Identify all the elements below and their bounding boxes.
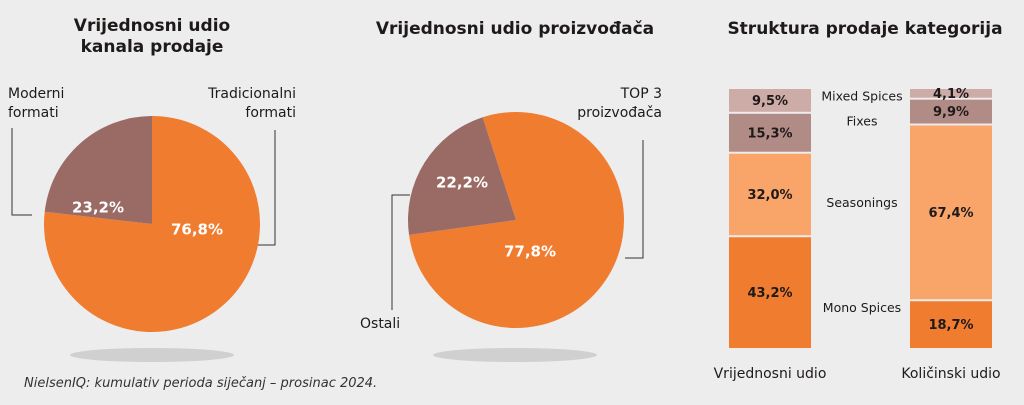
bar-segment: [910, 301, 992, 348]
slice-label: Moderni formati: [8, 86, 65, 121]
value-label: 23,2%: [72, 199, 124, 217]
value-label: 76,8%: [171, 221, 223, 239]
slice-label: TOP 3 proizvođača: [577, 86, 662, 121]
x-tick-label: Vrijednosni udio: [714, 366, 827, 382]
value-label: 9,9%: [933, 105, 969, 120]
legend-label: Mono Spices: [823, 300, 901, 315]
leader-line: [625, 140, 644, 259]
bar-segment: [910, 99, 992, 124]
shadow: [70, 348, 234, 362]
leader-line: [257, 130, 276, 246]
value-label: 22,2%: [436, 174, 488, 192]
pie-slice: [44, 116, 152, 224]
leader-line: [391, 194, 410, 310]
chart-title: Struktura prodaje kategorija: [727, 19, 1003, 39]
bar-segment: [729, 153, 811, 236]
value-label: 18,7%: [928, 318, 973, 333]
value-label: 9,5%: [752, 94, 788, 109]
slice-label: Tradicionalni formati: [208, 86, 296, 121]
bar-segment: [729, 113, 811, 152]
leader-line: [11, 128, 32, 216]
value-label: 43,2%: [747, 286, 792, 301]
value-label: 15,3%: [747, 126, 792, 141]
value-label: 4,1%: [933, 87, 969, 102]
chart-title: Vrijednosni udio proizvođača: [375, 19, 655, 39]
value-label: 32,0%: [747, 188, 792, 203]
bar-segment: [910, 89, 992, 98]
pie-slice: [409, 112, 625, 329]
value-label: 67,4%: [928, 206, 973, 221]
bar-segment: [729, 89, 811, 112]
footnote: NielsenIQ: kumulativ perioda siječanj – …: [24, 376, 378, 391]
shadow: [433, 348, 597, 362]
bar-segment: [910, 125, 992, 300]
slice-label: Ostali: [360, 316, 401, 332]
value-label: 77,8%: [504, 243, 556, 261]
legend-label: Mixed Spices: [821, 88, 902, 103]
x-tick-label: Količinski udio: [901, 366, 1000, 382]
bar-segment: [729, 237, 811, 348]
legend-label: Fixes: [847, 114, 878, 129]
chart-title: Vrijednosni udio kanala prodaje: [73, 16, 231, 57]
pie-slice: [407, 117, 516, 235]
legend-label: Seasonings: [826, 195, 897, 210]
